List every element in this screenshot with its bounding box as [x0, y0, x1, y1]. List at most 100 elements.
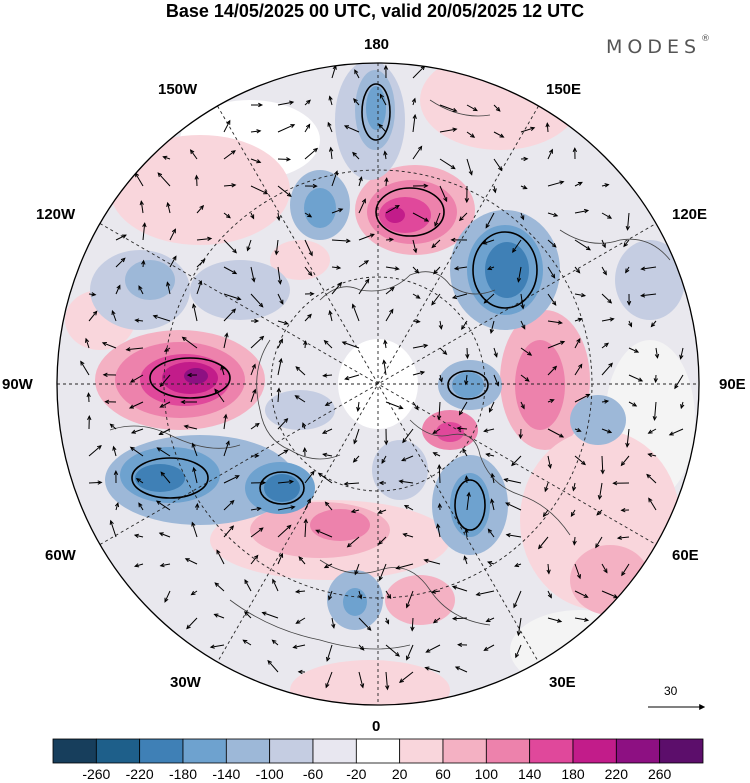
- wind-vector-head: [289, 100, 295, 105]
- wind-vector: [459, 401, 468, 415]
- wind-vector-head: [442, 350, 448, 356]
- colorbar-tick-label: 180: [561, 766, 585, 782]
- wind-vector-head: [358, 594, 363, 600]
- wind-vector: [293, 644, 306, 648]
- wind-vector: [378, 509, 387, 514]
- wind-vector-head: [192, 466, 197, 472]
- wind-vector-head: [290, 505, 296, 510]
- wind-vector: [344, 125, 360, 133]
- wind-vector: [491, 473, 495, 484]
- wind-vector-head: [577, 317, 583, 322]
- wind-vector: [250, 158, 261, 163]
- wind-vector: [399, 671, 414, 683]
- wind-vector: [487, 529, 495, 538]
- wind-vector-head: [382, 359, 387, 365]
- colorbar-tick-label: 220: [604, 766, 629, 782]
- wind-vector: [484, 644, 495, 651]
- wind-vector-head: [256, 506, 262, 512]
- wind-vector-head: [138, 285, 143, 291]
- wind-vector: [354, 69, 360, 79]
- wind-vector-head: [580, 292, 587, 298]
- wind-vector: [304, 124, 311, 133]
- wind-vector: [277, 293, 284, 305]
- colorbar-swatch: [139, 738, 184, 764]
- wind-vector: [247, 239, 252, 251]
- wind-vector: [485, 212, 495, 228]
- wind-vector: [406, 644, 414, 660]
- wind-vector-head: [423, 343, 429, 349]
- wind-vector: [439, 128, 457, 133]
- wind-vector-head: [560, 340, 566, 345]
- wind-vector-head: [680, 404, 685, 410]
- wind-vector-head: [451, 294, 458, 300]
- wind-vector-head: [309, 291, 315, 297]
- wind-vector: [520, 293, 524, 309]
- wind-vector: [323, 374, 333, 377]
- wind-vector: [466, 104, 478, 112]
- wind-vector: [88, 481, 102, 484]
- wind-vector-head: [420, 370, 426, 375]
- wind-vector-head: [415, 294, 421, 299]
- wind-vector-head: [258, 302, 264, 308]
- wind-vector: [196, 238, 212, 241]
- wind-vector-head: [254, 318, 260, 324]
- wind-vector: [331, 239, 350, 242]
- wind-vector: [115, 285, 121, 295]
- wind-vector-head: [186, 624, 191, 630]
- wind-vector-head: [258, 102, 264, 108]
- wind-vector: [574, 393, 590, 403]
- wind-vector-head: [434, 221, 439, 227]
- wind-vector-head: [324, 401, 330, 406]
- wind-vector-head: [483, 298, 489, 304]
- wind-vector-head: [466, 491, 471, 497]
- wind-vector-head: [505, 533, 511, 538]
- wind-vector-head: [343, 481, 349, 486]
- wind-vector: [574, 266, 580, 274]
- wind-vector-head: [267, 659, 272, 665]
- wind-vector: [396, 563, 414, 569]
- wind-vector-head: [231, 150, 236, 155]
- wind-vector: [412, 266, 419, 274]
- wind-vector-head: [612, 480, 618, 486]
- wind-vector: [628, 347, 639, 353]
- wind-vector: [476, 590, 495, 596]
- wind-vector-head: [609, 317, 615, 322]
- wind-vector-head: [650, 322, 656, 328]
- wind-vector-head: [604, 342, 610, 348]
- wind-vector-head: [346, 542, 352, 548]
- wind-vector: [353, 428, 360, 444]
- lon-label-60w: 60W: [45, 547, 76, 564]
- wind-vector-head: [352, 151, 357, 157]
- wind-vector-head: [200, 258, 206, 264]
- wind-vector: [538, 536, 549, 549]
- wind-vector-head: [276, 387, 281, 393]
- wind-vector-head: [254, 453, 260, 459]
- wind-vector-head: [395, 565, 401, 570]
- wind-vector-head: [548, 148, 553, 154]
- wind-vector-head: [378, 480, 384, 486]
- wind-vector: [459, 212, 468, 221]
- wind-vector: [250, 555, 259, 565]
- wind-vector-head: [430, 589, 436, 594]
- wind-vector: [544, 482, 549, 492]
- wind-vector-head: [261, 611, 267, 616]
- wind-vector: [547, 239, 557, 248]
- wind-vector: [412, 212, 429, 222]
- wind-vector-head: [487, 561, 493, 566]
- wind-vector-head: [158, 532, 164, 537]
- wind-vector: [328, 590, 333, 600]
- wind-vector: [483, 239, 495, 245]
- wind-vector: [126, 347, 144, 351]
- wind-vector: [295, 395, 306, 403]
- wind-vector: [322, 428, 333, 434]
- wind-vector: [277, 418, 288, 430]
- wind-vector: [250, 507, 261, 511]
- wind-vector: [433, 617, 441, 624]
- wind-vector-head: [425, 648, 431, 653]
- wind-vector-head: [224, 332, 229, 338]
- wind-vector-head: [482, 240, 488, 245]
- wind-vector-head: [575, 268, 581, 274]
- wind-vector-head: [359, 645, 365, 651]
- wind-vector: [493, 131, 504, 138]
- wind-vector: [623, 239, 630, 247]
